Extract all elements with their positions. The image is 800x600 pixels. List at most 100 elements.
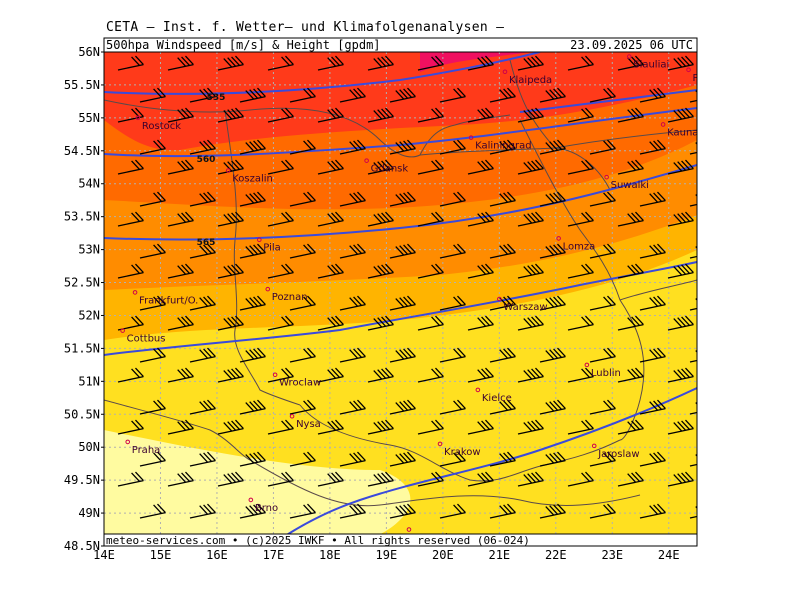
city-label: Rostock (142, 121, 181, 132)
wind-barb (339, 451, 366, 467)
wind-barb (339, 191, 366, 207)
city-marker (257, 237, 262, 243)
wind-barb (139, 139, 166, 155)
wind-barb (589, 347, 616, 363)
city-label: Poznan (272, 292, 308, 303)
wind-barb (389, 399, 416, 415)
wind-barb (517, 211, 544, 227)
wind-barb (689, 454, 697, 467)
wind-barb (239, 451, 266, 467)
wind-barb (139, 399, 166, 415)
wind-barb (439, 503, 466, 519)
wind-barb (589, 243, 616, 259)
wind-barb (517, 471, 544, 487)
lat-label: 55.5N (64, 78, 100, 92)
wind-barb (617, 419, 644, 435)
city-label: Gdansk (371, 164, 409, 175)
wind-barb (167, 211, 194, 227)
height-contour-535b (519, 89, 697, 113)
wind-barb (339, 347, 366, 363)
wind-barb (117, 55, 144, 71)
wind-barb (539, 451, 566, 467)
wind-barb (239, 399, 266, 415)
lon-label: 14E (93, 548, 115, 562)
lon-label: 15E (150, 548, 172, 562)
wind-barb (267, 263, 294, 279)
wind-barb (139, 295, 166, 311)
city-marker (468, 135, 474, 140)
chart-title: CETA — Inst. f. Wetter— und Klimafolgena… (106, 20, 505, 35)
wind-barb (289, 295, 316, 311)
wind-barb (167, 55, 194, 71)
german-czech-border (104, 399, 251, 461)
wind-barb (489, 347, 516, 363)
wind-barb (667, 471, 694, 487)
wind-barb (267, 471, 294, 487)
wind-barb (517, 367, 544, 383)
windspeed-band-6 (104, 52, 697, 151)
wind-barb (367, 419, 394, 435)
wind-barb (339, 139, 366, 155)
wind-barb (217, 471, 244, 487)
wind-barb (639, 87, 666, 103)
city-marker (502, 69, 508, 75)
wind-barb (567, 471, 594, 487)
wind-barb (667, 159, 694, 175)
city-label: Suwalki (611, 180, 649, 191)
lat-label: 53N (78, 243, 100, 257)
wind-barb (139, 347, 166, 363)
city-label: Kaliningrad (475, 141, 531, 152)
wind-barb (339, 399, 366, 415)
wind-barb (367, 315, 394, 331)
wind-barb (117, 367, 144, 383)
wind-barb (217, 367, 244, 383)
wind-barb (267, 211, 294, 227)
wind-barb (517, 315, 544, 331)
header-bar (103, 37, 698, 53)
city-label: Nysa (296, 419, 321, 430)
city-marker (584, 362, 590, 368)
wind-barb (467, 471, 494, 487)
footer-text: meteo-services.com • (c)2025 IWKF • All … (106, 534, 530, 547)
wind-barb (417, 211, 444, 227)
lat-label: 56N (78, 45, 100, 59)
wind-barb (689, 142, 697, 155)
wind-barb (217, 263, 244, 279)
city-label: Praha (132, 445, 161, 456)
wind-barb (467, 419, 494, 435)
city-marker (289, 413, 295, 419)
city-marker (686, 67, 691, 73)
wind-barb (639, 347, 666, 363)
city-marker (132, 290, 138, 295)
city-marker (364, 158, 369, 163)
city-markers: Kaliningrad Koszalin Gdansk Suwalki Lomza Pil… (120, 54, 697, 544)
wind-barb (539, 191, 566, 207)
wind-barb (439, 191, 466, 207)
wind-barb (289, 87, 316, 103)
wind-barb (589, 139, 616, 155)
wind-barb (339, 243, 366, 259)
wind-barb (289, 243, 316, 259)
wind-barb (617, 263, 644, 279)
wind-barb (667, 107, 694, 123)
city-label: Klaipeda (509, 75, 552, 86)
city-marker (556, 236, 561, 241)
wind-barb (617, 159, 644, 175)
wind-barb (189, 139, 216, 155)
height-contour-535 (104, 52, 541, 95)
lat-label: 52.5N (64, 276, 100, 290)
height-contours (104, 52, 697, 546)
wind-barb (489, 87, 516, 103)
lon-label: 19E (376, 548, 398, 562)
wind-barb (189, 347, 216, 363)
wind-barb (417, 471, 444, 487)
wind-barb (217, 211, 244, 227)
wind-barb (317, 263, 344, 279)
lat-label: 50N (78, 440, 100, 454)
wind-barb (317, 315, 344, 331)
wind-barb (617, 55, 644, 71)
wind-barb (439, 139, 466, 155)
wind-barb (689, 194, 697, 207)
wind-barb (367, 211, 394, 227)
wind-barb (139, 451, 166, 467)
